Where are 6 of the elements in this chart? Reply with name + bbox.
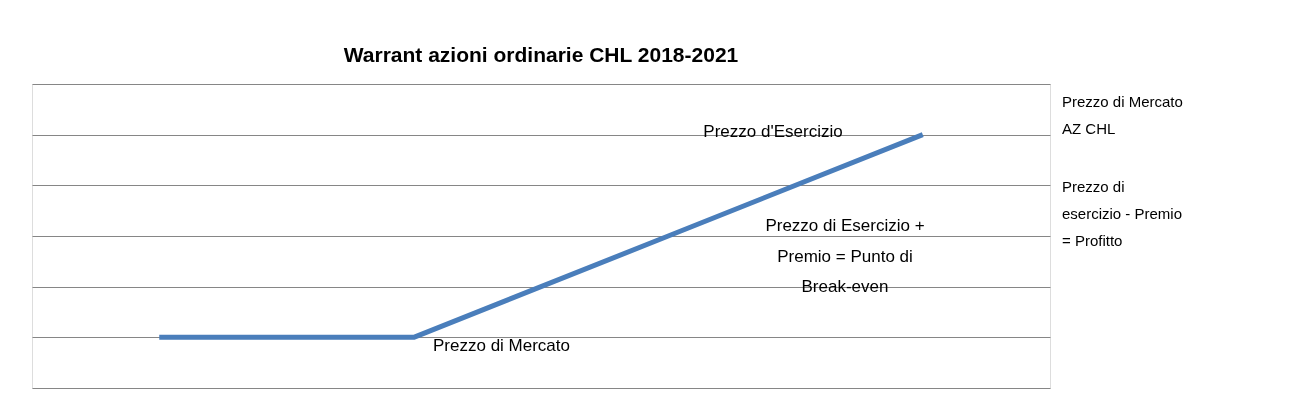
text: Prezzo di Mercato AZ CHL bbox=[1062, 93, 1183, 137]
annotation: Prezzo di Esercizio + Premio = Punto di Break-even bbox=[765, 216, 925, 297]
chart-title: Warrant azioni ordinarie CHL 2018-2021 bbox=[343, 43, 739, 66]
text: Prezzo di esercizio - Premio = Profitto bbox=[1062, 178, 1183, 249]
annotation: Prezzo d'Esercizio bbox=[703, 122, 843, 141]
annotation: Prezzo di Mercato bbox=[433, 336, 570, 355]
